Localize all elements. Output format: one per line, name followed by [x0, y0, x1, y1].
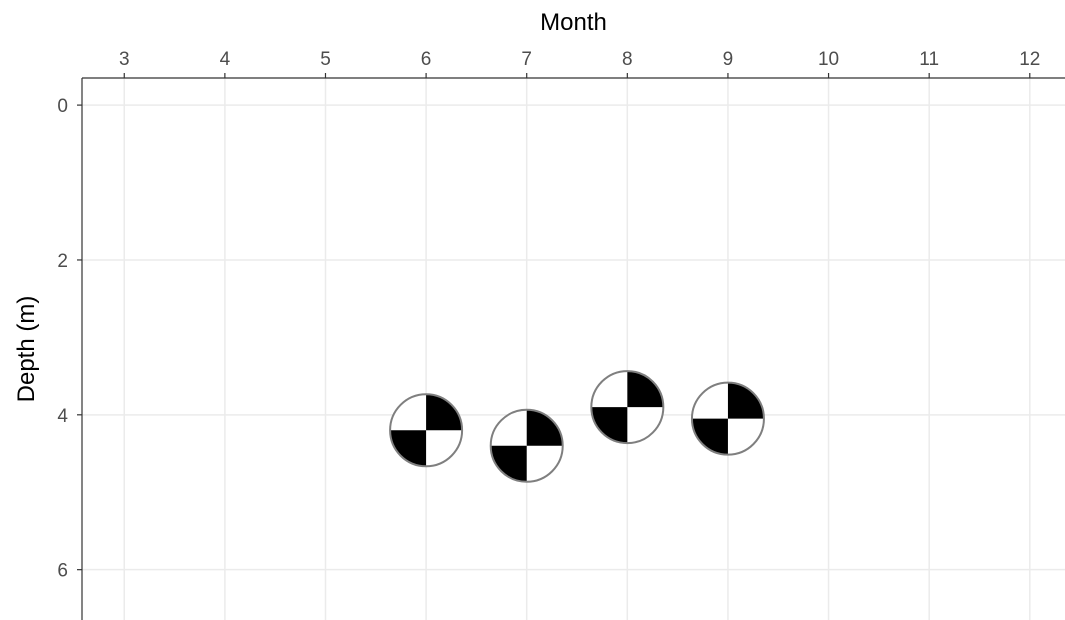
- y-axis-title: Depth (m): [13, 296, 40, 403]
- x-tick-label: 4: [220, 49, 231, 70]
- x-tick-label: 11: [919, 49, 939, 70]
- x-tick-label: 6: [421, 49, 432, 70]
- y-tick-label: 6: [57, 561, 68, 582]
- x-tick-label: 5: [320, 49, 331, 70]
- secchi-disk-icon: [389, 393, 464, 468]
- ticks: 3 4 5 6 7 8 9 10 11 12 0 2 4 6: [57, 49, 1040, 582]
- y-tick-label: 2: [57, 251, 68, 272]
- y-tick-label: 4: [57, 406, 68, 427]
- secchi-disk-icon: [690, 381, 765, 456]
- x-tick-label: 8: [622, 49, 633, 70]
- x-axis-title: Month: [540, 9, 607, 36]
- x-tick-label: 12: [1019, 49, 1040, 70]
- x-tick-label: 3: [119, 49, 130, 70]
- x-tick-label: 10: [818, 49, 839, 70]
- secchi-disk-icon: [590, 370, 665, 445]
- axes: [81, 77, 1065, 620]
- x-tick-label: 9: [723, 49, 734, 70]
- data-points: [389, 370, 765, 483]
- grid-lines: [82, 78, 1065, 620]
- x-tick-label: 7: [521, 49, 532, 70]
- y-tick-label: 0: [57, 96, 68, 117]
- secchi-disk-icon: [489, 408, 564, 483]
